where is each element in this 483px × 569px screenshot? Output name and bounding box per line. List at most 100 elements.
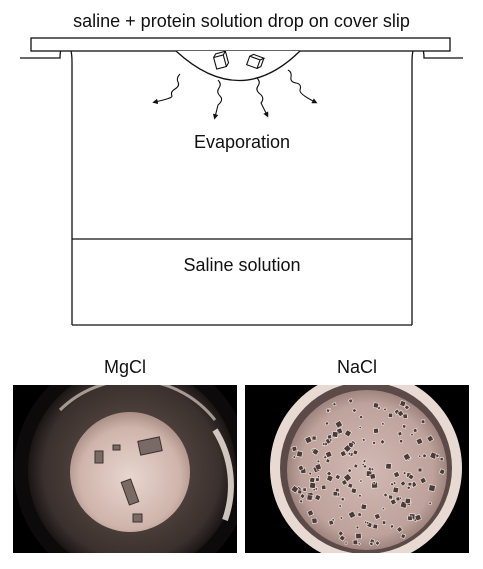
cover-slip [30, 37, 451, 52]
nacl-crystal [352, 539, 359, 546]
nacl-crystal [372, 523, 379, 530]
nacl-crystal [403, 404, 410, 411]
nacl-crystal [369, 473, 377, 480]
hanging-drop [175, 50, 301, 81]
nacl-crystal [309, 476, 316, 483]
nacl-crystal [399, 480, 407, 487]
nacl-crystal [351, 407, 357, 414]
nacl-crystal [347, 510, 357, 519]
nacl-crystal [372, 481, 376, 485]
nacl-crystal [347, 398, 354, 404]
nacl-crystal [404, 497, 411, 504]
nacl-crystal [419, 476, 427, 485]
evap-arrow-1 [152, 73, 181, 105]
nacl-crystal [407, 515, 413, 521]
nacl-crystal [343, 444, 352, 453]
nacl-crystal [326, 474, 334, 483]
nacl-crystal [328, 519, 335, 526]
nacl-crystal [381, 506, 386, 511]
nacl-crystal [397, 431, 403, 437]
nacl-crystal [398, 438, 404, 444]
nacl-crystal [382, 492, 389, 498]
nacl-crystal [435, 453, 440, 458]
evaporation-arrows [152, 69, 318, 120]
nacl-crystal [415, 437, 424, 446]
nacl-crystal [407, 473, 415, 481]
nacl-crystal [323, 455, 328, 460]
nacl-crystal [395, 496, 401, 502]
mg-crystal-1 [137, 436, 163, 456]
crystal-1 [212, 50, 230, 70]
nacl-crystal [332, 491, 338, 497]
nacl-crystal [383, 407, 387, 412]
nacl-crystal [322, 442, 326, 446]
nacl-crystal [338, 504, 342, 508]
crystal-2 [245, 53, 266, 70]
nacl-crystal [355, 525, 360, 530]
nacl-crystal [374, 540, 381, 546]
nacl-crystal [331, 431, 339, 438]
nacl-crystal [337, 530, 344, 537]
nacl-crystal [414, 513, 422, 522]
nacl-crystal [332, 402, 337, 407]
nacl-crystal [292, 455, 297, 460]
nacl-crystal [339, 515, 344, 520]
nacl-crystal [357, 542, 361, 546]
nacl-crystal [360, 503, 368, 511]
evap-arrow-2 [212, 79, 223, 120]
photo-nacl [245, 385, 469, 553]
nacl-crystal [352, 449, 359, 456]
reservoir-label: Saline solution [183, 255, 301, 275]
nacl-crystal [392, 480, 397, 486]
nacl-crystal [438, 468, 446, 476]
nacl-crystal [365, 521, 370, 525]
nacl-crystal [324, 421, 330, 426]
nacl-crystal [311, 517, 318, 524]
nacl-crystal [396, 526, 404, 533]
evaporation-label: Evaporation [193, 132, 291, 152]
nacl-crystal [358, 425, 363, 430]
nacl-crystal [362, 459, 367, 464]
nacl-crystal [299, 493, 306, 500]
nacl-crystal [311, 435, 317, 441]
well [20, 44, 463, 326]
nacl-crystal [312, 488, 316, 492]
nacl-crystal [316, 459, 321, 464]
diagram-title: saline + protein solution drop on cover … [73, 11, 410, 31]
drop-crystals [212, 50, 266, 70]
nacl-crystal [314, 493, 322, 501]
nacl-crystal [410, 432, 414, 437]
nacl-crystal [290, 484, 300, 494]
nacl-crystal [417, 454, 422, 459]
nacl-crystal [402, 471, 407, 476]
nacl-crystal [304, 435, 313, 445]
nacl-crystal [379, 439, 386, 445]
nacl-crystal [373, 512, 381, 520]
nacl-crystal [417, 467, 423, 473]
nacl-crystal [338, 534, 346, 542]
nacl-crystal [426, 434, 435, 443]
nacl-crystal [421, 453, 428, 459]
nacl-crystal [396, 409, 405, 418]
nacl-crystal [347, 451, 352, 456]
nacl-crystal [316, 475, 321, 479]
nacl-crystal [297, 489, 303, 495]
nacl-crystal [361, 437, 366, 442]
nacl-crystal [357, 512, 363, 517]
nacl-crystal [296, 450, 304, 458]
nacl-crystal [392, 486, 400, 494]
nacl-crystal [389, 498, 397, 506]
nacl-crystal [359, 479, 363, 483]
nacl-crystal [309, 481, 317, 489]
nacl-crystal [344, 429, 352, 438]
nacl-crystal [291, 445, 298, 452]
nacl-crystal [299, 499, 304, 504]
photo-label-mgcl: MgCl [103, 357, 146, 377]
mg-crystal-4 [112, 444, 121, 451]
nacl-crystal [385, 463, 392, 470]
nacl-crystal [350, 487, 358, 495]
nacl-crystal [311, 447, 320, 456]
nacl-crystal [420, 419, 426, 424]
nacl-crystal [399, 400, 407, 408]
